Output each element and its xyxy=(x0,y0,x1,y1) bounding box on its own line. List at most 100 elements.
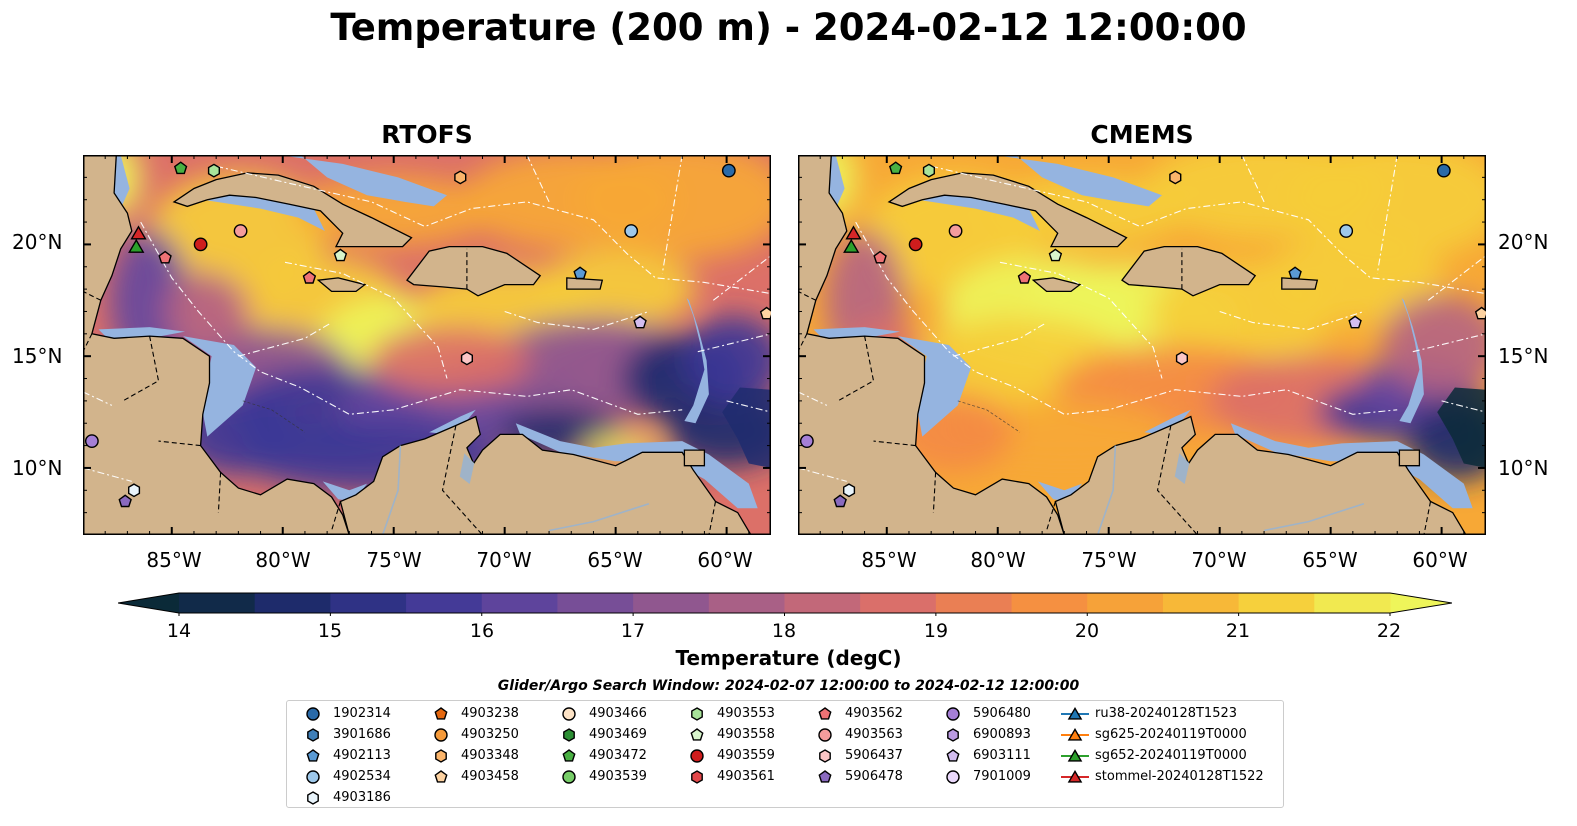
legend-label: sg652-20240119T0000 xyxy=(1095,748,1247,763)
argo-float-marker[interactable] xyxy=(573,266,587,280)
legend-marker-icon[interactable] xyxy=(947,728,959,742)
argo-float-marker[interactable] xyxy=(1348,315,1362,329)
legend-glider-icon[interactable] xyxy=(1067,728,1083,741)
colorbar-extend-high xyxy=(1390,593,1452,613)
legend-marker-icon[interactable] xyxy=(946,707,960,721)
argo-float-marker[interactable] xyxy=(624,224,639,238)
figure-title: Temperature (200 m) - 2024-02-12 12:00:0… xyxy=(330,6,1247,49)
argo-float-marker[interactable] xyxy=(1169,170,1182,185)
argo-float-marker[interactable] xyxy=(833,494,847,508)
glider-marker[interactable] xyxy=(845,225,862,240)
argo-float-marker[interactable] xyxy=(1339,224,1354,238)
legend-marker-icon[interactable] xyxy=(307,791,319,805)
legend-marker-icon[interactable] xyxy=(946,770,960,784)
argo-float-marker[interactable] xyxy=(1474,306,1486,320)
legend-marker-icon[interactable] xyxy=(563,728,575,742)
legend-marker-icon[interactable] xyxy=(306,707,320,721)
argo-float-marker[interactable] xyxy=(948,224,963,238)
argo-float-marker[interactable] xyxy=(1048,248,1063,262)
temperature-field xyxy=(798,155,1486,535)
argo-float-marker[interactable] xyxy=(118,494,132,508)
colorbar-bin xyxy=(254,593,331,613)
legend: 1902314 3901686 4902113 4902534 4903186 49032… xyxy=(286,700,1284,808)
legend-marker-icon[interactable] xyxy=(691,707,703,721)
argo-float-marker[interactable] xyxy=(207,163,221,178)
legend-glider-icon[interactable] xyxy=(1067,707,1083,720)
legend-marker-icon[interactable] xyxy=(690,728,704,741)
legend-marker-icon[interactable] xyxy=(691,770,703,784)
lat-label-right: 10°N xyxy=(1498,456,1549,480)
legend-glider-icon[interactable] xyxy=(1067,770,1083,783)
legend-marker-icon[interactable] xyxy=(819,749,831,763)
argo-float-marker[interactable] xyxy=(454,170,467,185)
lon-label: 85°W xyxy=(146,548,202,572)
colorbar-bin xyxy=(1162,593,1240,613)
colorbar-bin xyxy=(860,593,937,613)
argo-float-marker[interactable] xyxy=(460,351,473,366)
legend-marker-icon[interactable] xyxy=(946,749,960,762)
argo-float-marker[interactable] xyxy=(233,224,248,238)
argo-float-marker[interactable] xyxy=(922,163,936,178)
colorbar-bin xyxy=(179,593,256,613)
legend-label: stommel-20240128T1522 xyxy=(1095,769,1264,784)
argo-float-marker[interactable] xyxy=(908,237,923,252)
legend-label: 5906478 xyxy=(845,769,903,784)
argo-float-marker[interactable] xyxy=(1436,163,1451,178)
legend-marker-icon[interactable] xyxy=(434,707,448,720)
legend-marker-icon xyxy=(307,728,319,742)
lat-label-left: 10°N xyxy=(12,456,63,480)
glider-marker[interactable] xyxy=(130,225,147,240)
argo-float-marker[interactable] xyxy=(721,163,736,178)
legend-label: 4903348 xyxy=(461,748,519,763)
argo-float-marker[interactable] xyxy=(193,237,208,252)
legend-label: 7901009 xyxy=(973,769,1031,784)
argo-float-marker[interactable] xyxy=(1175,351,1188,366)
legend-label: 4903562 xyxy=(845,706,903,721)
legend-marker-icon xyxy=(434,770,448,783)
colorbar-bin xyxy=(708,593,785,613)
glider-marker[interactable] xyxy=(128,238,145,253)
argo-float-marker[interactable] xyxy=(843,483,856,498)
lat-label-right: 15°N xyxy=(1498,344,1549,368)
legend-marker-icon[interactable] xyxy=(562,749,576,762)
legend-marker-icon[interactable] xyxy=(562,770,576,784)
legend-marker-icon xyxy=(306,770,320,784)
argo-float-marker[interactable] xyxy=(128,483,141,498)
argo-float-marker[interactable] xyxy=(888,161,903,175)
argo-float-marker[interactable] xyxy=(158,250,172,264)
legend-glider-icon[interactable] xyxy=(1067,749,1083,762)
map-panel-rtofs[interactable] xyxy=(83,155,771,535)
glider-marker[interactable] xyxy=(843,238,860,253)
legend-marker-icon xyxy=(690,749,704,763)
legend-label: 4902534 xyxy=(333,769,391,784)
argo-float-marker[interactable] xyxy=(84,434,99,449)
legend-marker-icon[interactable] xyxy=(818,770,832,783)
argo-float-marker[interactable] xyxy=(873,250,887,264)
legend-marker-icon[interactable] xyxy=(435,749,447,763)
legend-marker-icon[interactable] xyxy=(434,728,448,742)
legend-marker-icon[interactable] xyxy=(306,770,320,784)
argo-float-marker[interactable] xyxy=(633,315,647,329)
legend-marker-icon[interactable] xyxy=(434,770,448,783)
legend-marker-icon xyxy=(1061,770,1089,783)
argo-float-marker[interactable] xyxy=(799,434,814,449)
argo-float-marker[interactable] xyxy=(1017,270,1032,284)
lon-label: 65°W xyxy=(587,548,643,572)
legend-marker-icon[interactable] xyxy=(818,728,832,742)
argo-float-marker[interactable] xyxy=(173,161,188,175)
legend-marker-icon[interactable] xyxy=(690,749,704,763)
argo-float-marker[interactable] xyxy=(759,306,771,320)
legend-marker-icon[interactable] xyxy=(818,707,832,720)
legend-marker-icon[interactable] xyxy=(562,707,576,721)
argo-float-marker[interactable] xyxy=(333,248,348,262)
legend-marker-icon xyxy=(818,728,832,742)
legend-marker-icon xyxy=(306,707,320,721)
legend-marker-icon xyxy=(947,728,959,742)
argo-float-marker[interactable] xyxy=(1288,266,1302,280)
colorbar-extend-low xyxy=(118,593,179,613)
legend-marker-icon[interactable] xyxy=(306,749,320,762)
argo-float-marker[interactable] xyxy=(302,270,317,284)
colorbar-bin xyxy=(935,593,1013,613)
map-panel-cmems[interactable] xyxy=(798,155,1486,535)
legend-marker-icon[interactable] xyxy=(307,728,319,742)
